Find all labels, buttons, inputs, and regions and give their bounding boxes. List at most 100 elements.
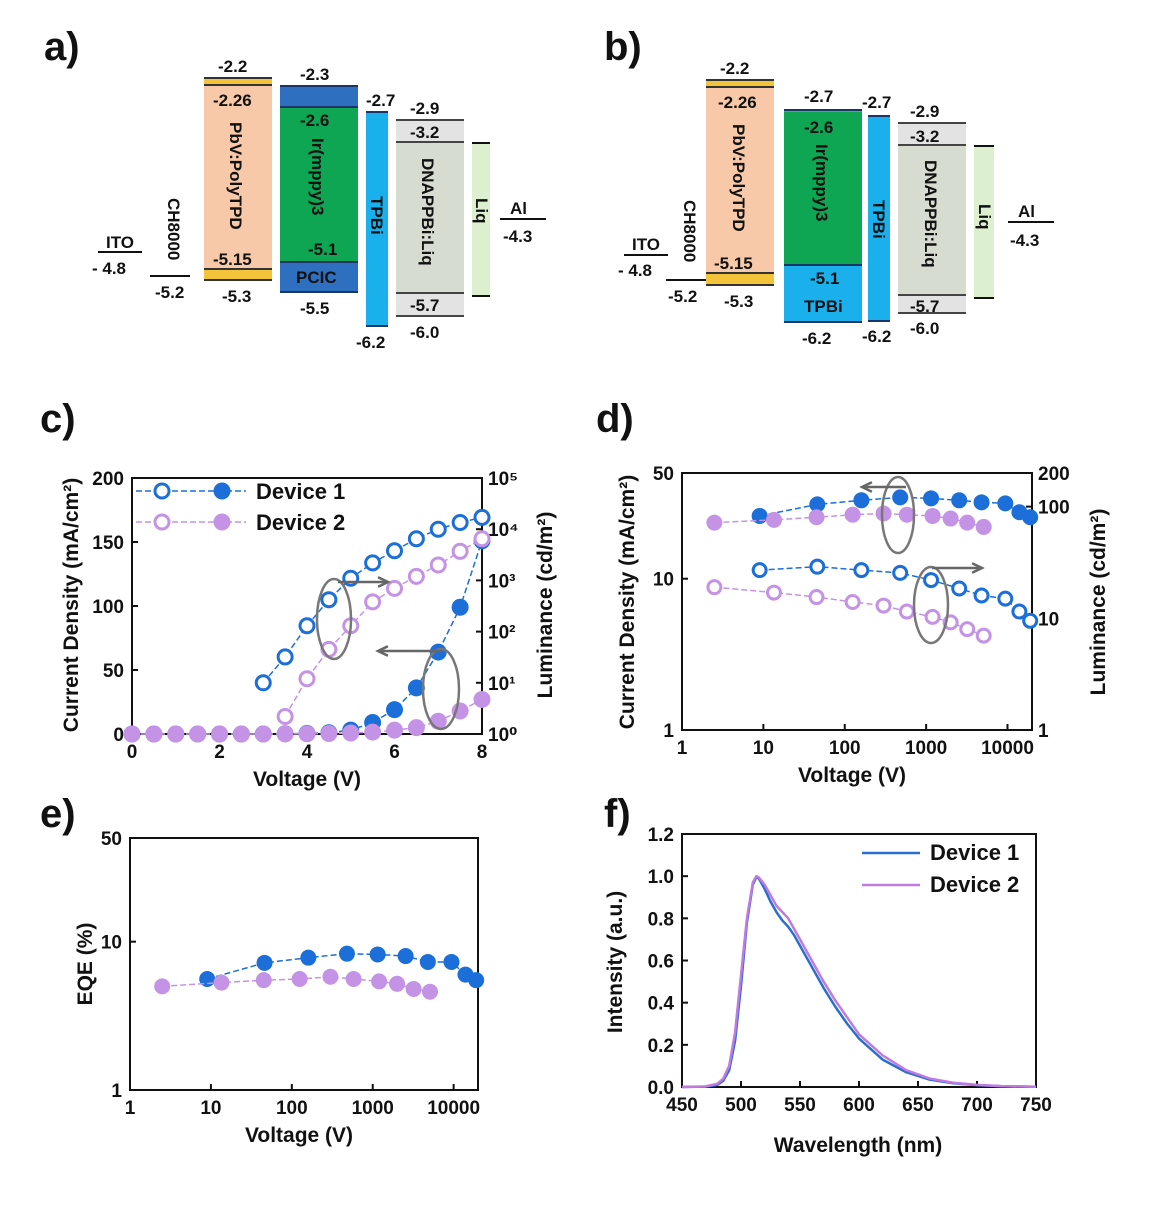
layer-label-pbv: PbV:PolyTPD (226, 122, 245, 230)
chart-d-series-4-point (808, 589, 825, 606)
chart-e-xtick-label: 1000 (352, 1098, 394, 1119)
chart-d-series-3-point (853, 562, 870, 579)
chart-d-series-2-point (844, 506, 861, 523)
chart-e-series-1-point (468, 972, 485, 989)
chart-d-ylabel-right: Luminance (cd/m²) (1087, 509, 1110, 696)
panel-label-e: e) (40, 792, 76, 836)
level-ch8000: -5.2 (155, 283, 184, 302)
level-pbv-lumo2: -2.26 (213, 91, 252, 110)
chart-f-xtick-label: 550 (784, 1095, 816, 1116)
chart-e-series-2-point (371, 973, 388, 990)
layer-label-al: Al (510, 199, 527, 218)
level-tpbi-homo: -6.2 (862, 327, 891, 346)
chart-d-series-3-point (751, 562, 768, 579)
chart-d-series-1-point (973, 494, 990, 511)
chart-f-xtick-label: 700 (961, 1095, 993, 1116)
level-dnappbi-homo2: -6.0 (410, 323, 439, 342)
chart-c-series-3-point (473, 690, 491, 708)
panel-label-d: d) (596, 397, 634, 441)
chart-c-ellipse-luminance (315, 577, 353, 661)
level-pbv-homo1: -5.15 (714, 254, 753, 273)
chart-c-series-4-point (276, 707, 294, 725)
layer-box-dnappbi (898, 123, 966, 313)
chart-d-series-3-point (809, 558, 826, 575)
chart-c-series-3-point (167, 725, 185, 743)
chart-c-ytick-right-label: 10⁵ (488, 469, 518, 490)
chart-f-ytick-label: 0.4 (648, 994, 675, 1015)
chart-e: EQE (%) Voltage (V) 1 10 100 1000 10000 1 10 50 (74, 829, 485, 1147)
level-dnappbi-homo1: -5.7 (410, 296, 439, 315)
chart-e-series-2-point (291, 971, 308, 988)
chart-d-series-4-line (714, 586, 984, 637)
chart-c-ytick-right-label: 10² (488, 623, 515, 644)
chart-e-ylabel: EQE (%) (74, 923, 97, 1006)
chart-f: Intensity (a.u.) Wavelength (nm) Device … (604, 825, 1052, 1157)
chart-c-series-4-point (407, 567, 425, 585)
layer-label-pcic: PCIC (296, 268, 337, 287)
chart-c-series-3-point (232, 725, 250, 743)
chart-d-series-1-line (759, 496, 1031, 518)
chart-f-xtick-label: 450 (666, 1095, 698, 1116)
chart-c-series-3-point (189, 725, 207, 743)
layer-label-tpbi-host: TPBi (804, 297, 843, 316)
chart-c: Current Density (mA/cm²) Luminance (cd/m… (60, 469, 557, 791)
chart-c-series-3-point (276, 725, 294, 743)
chart-c-legend-1: Device 1 (256, 479, 345, 504)
layer-box-pbv (706, 80, 774, 285)
chart-c-xtick-label: 6 (389, 742, 400, 763)
chart-d-series-4-point (924, 608, 941, 625)
chart-f-ytick-label: 0.0 (648, 1078, 674, 1099)
chart-f-xtick-label: 600 (843, 1095, 875, 1116)
chart-e-frame (129, 837, 479, 1091)
chart-d-ytick-label: 1 (663, 721, 674, 742)
panel-label-a: a) (44, 25, 80, 69)
chart-d-series-2-point (706, 514, 723, 531)
chart-c-series-4-point (429, 556, 447, 574)
chart-d-series-3-point (1011, 603, 1028, 620)
chart-e-ytick-label: 50 (101, 829, 122, 850)
chart-e-series-2-point (255, 972, 272, 989)
chart-c-series-2-point (473, 508, 491, 526)
chart-e-xtick-label: 10 (200, 1098, 221, 1119)
chart-d-series-1-point (997, 495, 1014, 512)
chart-c-legend-2: Device 2 (256, 510, 345, 535)
layer-stripe-pbv-bottom (204, 269, 272, 280)
layer-box-tpbi (868, 116, 890, 321)
level-ch8000: -5.2 (668, 287, 697, 306)
level-dnappbi-lumo2: -3.2 (410, 123, 439, 142)
chart-e-series-2-point (154, 978, 171, 995)
chart-f-ytick-label: 1.2 (648, 825, 674, 846)
chart-c-xtick-label: 2 (214, 742, 225, 763)
chart-d-series-4-point (844, 593, 861, 610)
level-al: -4.3 (1010, 231, 1039, 250)
chart-c-series-3-point (145, 725, 163, 743)
panel-label-c: c) (40, 397, 76, 441)
level-pbv-lumo1: -2.2 (720, 59, 749, 78)
chart-e-series-1-point (300, 949, 317, 966)
chart-e-xtick-label: 1 (125, 1098, 136, 1119)
chart-d-series-1-point (892, 489, 909, 506)
layer-box-dnappbi (396, 120, 464, 316)
chart-c-series-4-point (386, 579, 403, 597)
level-tpbi-homo: -6.2 (356, 333, 385, 352)
layer-label-liq: Liq (975, 204, 994, 230)
chart-c-series-2-point (429, 520, 447, 538)
chart-d-xtick-label: 10 (753, 738, 774, 759)
level-ir-lumo1: -2.7 (804, 87, 833, 106)
chart-c-xtick-label: 4 (302, 742, 313, 763)
level-tpbi-host-homo: -6.2 (802, 329, 831, 348)
chart-f-legend-2: Device 2 (930, 872, 1019, 897)
layer-box-liq (472, 143, 490, 296)
chart-d-frame (681, 472, 1033, 731)
chart-c-series-2-point (386, 542, 403, 560)
chart-c-ytick-label: 200 (92, 469, 124, 490)
chart-d-series-2-point (942, 510, 959, 527)
layer-label-al: Al (1018, 202, 1035, 221)
level-tpbi-lumo: -2.7 (366, 91, 395, 110)
chart-c-series-3-point (211, 725, 228, 743)
layer-label-ito: ITO (632, 235, 660, 254)
chart-f-xtick-label: 650 (902, 1095, 934, 1116)
chart-d-xtick-label: 100 (829, 738, 861, 759)
chart-d-xlabel: Voltage (V) (798, 764, 906, 787)
chart-d-series-1-point (853, 492, 870, 509)
